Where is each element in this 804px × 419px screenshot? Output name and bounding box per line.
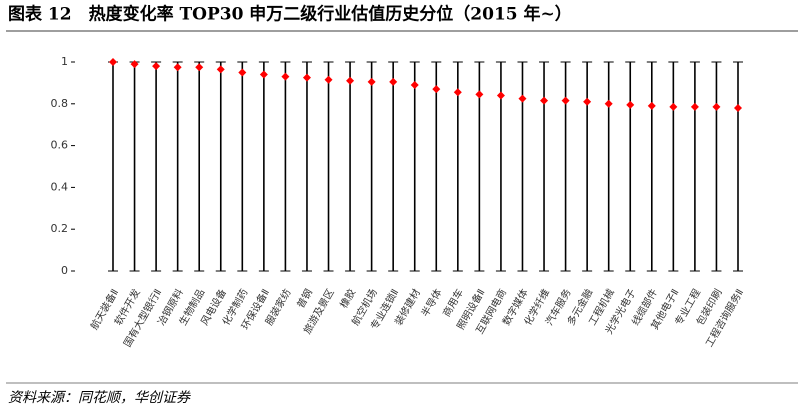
marker <box>690 102 699 111</box>
marker <box>734 103 742 112</box>
marker <box>669 102 678 111</box>
marker <box>346 76 355 85</box>
marker <box>324 75 333 84</box>
marker <box>518 94 527 103</box>
marker <box>626 100 635 109</box>
marker <box>475 90 484 99</box>
y-tick-label: 0.6 <box>51 139 69 152</box>
marker <box>647 101 656 110</box>
marker <box>583 97 592 106</box>
y-tick-label: 0 <box>61 264 68 277</box>
y-tick-label: 1 <box>61 55 68 68</box>
x-tick-label: 橡胶 <box>337 287 358 311</box>
x-tick-label: 航天装备Ⅱ <box>87 287 121 332</box>
marker <box>712 102 721 111</box>
marker <box>302 73 311 82</box>
source-note: 资料来源：同花顺，华创证券 <box>8 390 191 406</box>
x-tick-label: 普钢 <box>294 287 315 311</box>
marker <box>453 88 462 97</box>
marker <box>216 65 225 74</box>
marker <box>281 72 290 81</box>
x-tick-label: 半导体 <box>418 287 444 319</box>
marker <box>238 68 247 77</box>
marker <box>410 80 419 89</box>
marker <box>130 60 139 69</box>
marker <box>432 85 441 94</box>
marker <box>109 58 117 66</box>
marker <box>496 91 505 100</box>
marker <box>389 77 398 86</box>
y-tick-label: 0.2 <box>51 222 69 235</box>
marker <box>367 77 376 86</box>
chart-title: 图表 12 热度变化率 TOP30 申万二级行业估值历史分位（2015 年~） <box>8 4 572 25</box>
marker <box>561 96 570 105</box>
marker <box>173 63 182 72</box>
y-tick-label: 0.4 <box>51 180 69 193</box>
marker <box>604 99 613 108</box>
marker <box>540 96 549 105</box>
marker <box>195 63 204 72</box>
marker <box>152 62 161 71</box>
marker <box>259 70 268 79</box>
y-tick-label: 0.8 <box>51 97 69 110</box>
